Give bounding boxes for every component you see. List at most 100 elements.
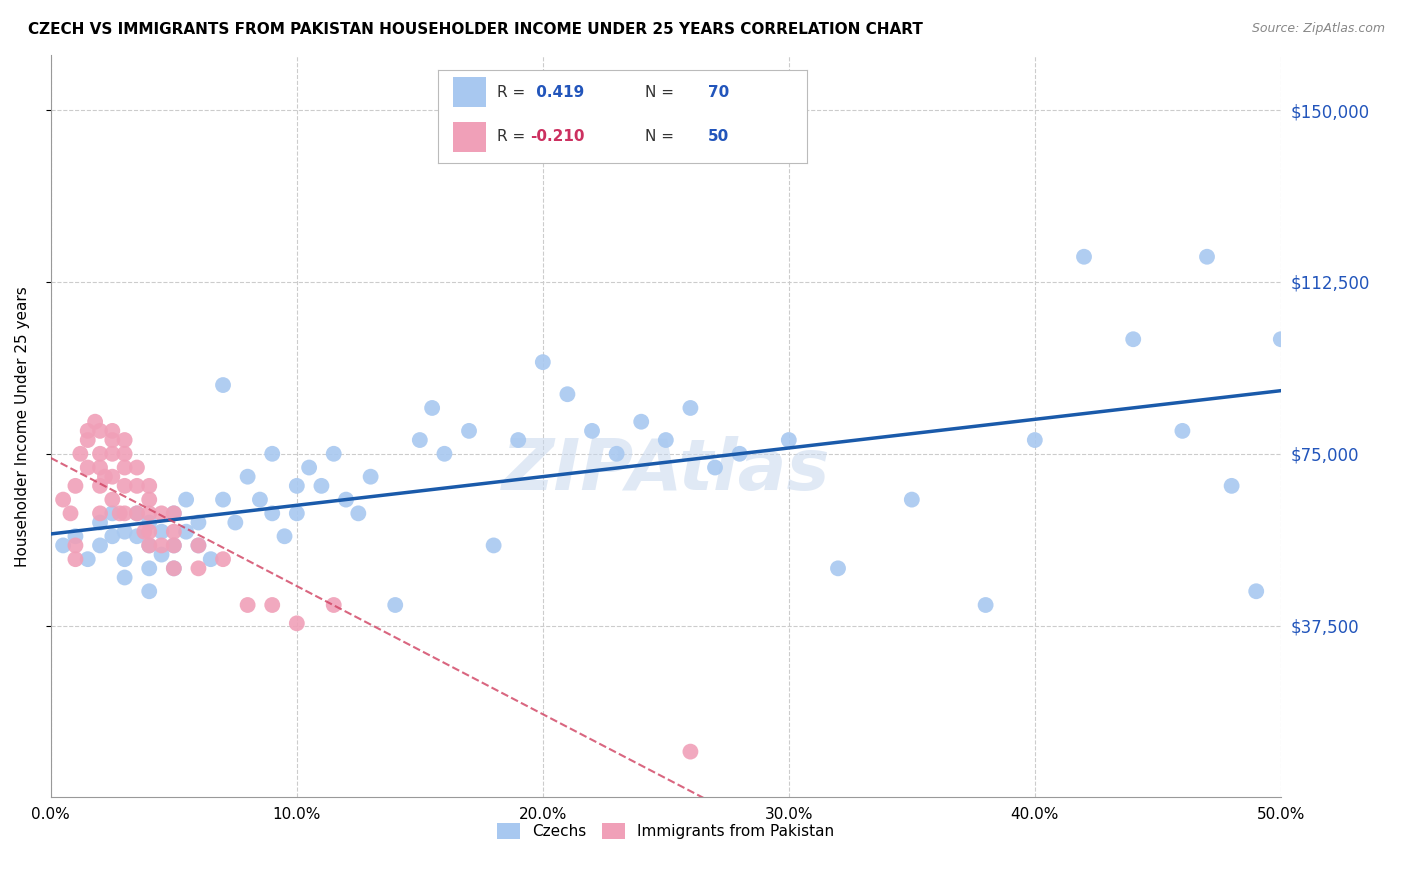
Point <box>224 516 246 530</box>
Point <box>108 507 131 521</box>
Point <box>1024 433 1046 447</box>
Point <box>322 598 344 612</box>
Point <box>1244 584 1267 599</box>
Point <box>114 460 136 475</box>
Point <box>630 415 652 429</box>
Point <box>138 584 160 599</box>
Point <box>163 507 186 521</box>
Point <box>1195 250 1218 264</box>
Point <box>69 447 91 461</box>
Point <box>125 507 148 521</box>
Point <box>138 538 160 552</box>
Point <box>974 598 997 612</box>
Point <box>163 538 186 552</box>
Point <box>704 460 727 475</box>
Point <box>163 561 186 575</box>
Point <box>89 507 111 521</box>
Point <box>114 570 136 584</box>
Point <box>150 548 173 562</box>
Point <box>101 424 124 438</box>
Point <box>1270 332 1292 346</box>
Point <box>65 552 87 566</box>
Point <box>285 479 308 493</box>
Point <box>150 538 173 552</box>
Point <box>114 447 136 461</box>
Point <box>52 492 75 507</box>
Point <box>778 433 800 447</box>
Point <box>298 460 321 475</box>
Point <box>262 507 284 521</box>
Point <box>138 492 160 507</box>
Point <box>138 524 160 539</box>
Point <box>901 492 924 507</box>
Point <box>557 387 579 401</box>
Point <box>236 469 259 483</box>
Point <box>347 507 370 521</box>
Point <box>114 479 136 493</box>
Point <box>1122 332 1144 346</box>
Point <box>125 460 148 475</box>
Point <box>174 524 197 539</box>
Point <box>508 433 530 447</box>
Point <box>125 479 148 493</box>
Point <box>285 507 308 521</box>
Point <box>679 401 702 415</box>
Point <box>581 424 603 438</box>
Point <box>249 492 271 507</box>
Point <box>94 469 117 483</box>
Point <box>360 469 382 483</box>
Point <box>134 524 156 539</box>
Point <box>262 598 284 612</box>
Point <box>84 415 107 429</box>
Point <box>384 598 406 612</box>
Point <box>212 378 235 392</box>
Point <box>101 529 124 543</box>
Point <box>76 460 98 475</box>
Point <box>420 401 443 415</box>
Point <box>76 433 98 447</box>
Point <box>76 552 98 566</box>
Point <box>150 507 173 521</box>
Point <box>163 538 186 552</box>
Point <box>827 561 849 575</box>
Point <box>212 492 235 507</box>
Point <box>187 538 209 552</box>
Point <box>89 538 111 552</box>
Point <box>89 424 111 438</box>
Point <box>89 447 111 461</box>
Point <box>163 524 186 539</box>
Point <box>187 516 209 530</box>
Point <box>163 561 186 575</box>
Point <box>409 433 432 447</box>
Point <box>212 552 235 566</box>
Point <box>187 561 209 575</box>
Point <box>187 538 209 552</box>
Point <box>458 424 481 438</box>
Point <box>52 538 75 552</box>
Point <box>101 447 124 461</box>
Point <box>262 447 284 461</box>
Point <box>335 492 357 507</box>
Text: ZIPAtlas: ZIPAtlas <box>502 436 830 506</box>
Point <box>150 524 173 539</box>
Point <box>101 469 124 483</box>
Point <box>76 424 98 438</box>
Point <box>285 616 308 631</box>
Point <box>1171 424 1194 438</box>
Point <box>482 538 505 552</box>
Point <box>89 460 111 475</box>
Point <box>679 745 702 759</box>
Point <box>101 433 124 447</box>
Point <box>65 538 87 552</box>
Text: Source: ZipAtlas.com: Source: ZipAtlas.com <box>1251 22 1385 36</box>
Point <box>311 479 333 493</box>
Point <box>138 479 160 493</box>
Point <box>200 552 222 566</box>
Point <box>138 538 160 552</box>
Point <box>531 355 554 369</box>
Point <box>322 447 344 461</box>
Point <box>433 447 456 461</box>
Point <box>174 492 197 507</box>
Point <box>89 479 111 493</box>
Y-axis label: Householder Income Under 25 years: Householder Income Under 25 years <box>15 286 30 566</box>
